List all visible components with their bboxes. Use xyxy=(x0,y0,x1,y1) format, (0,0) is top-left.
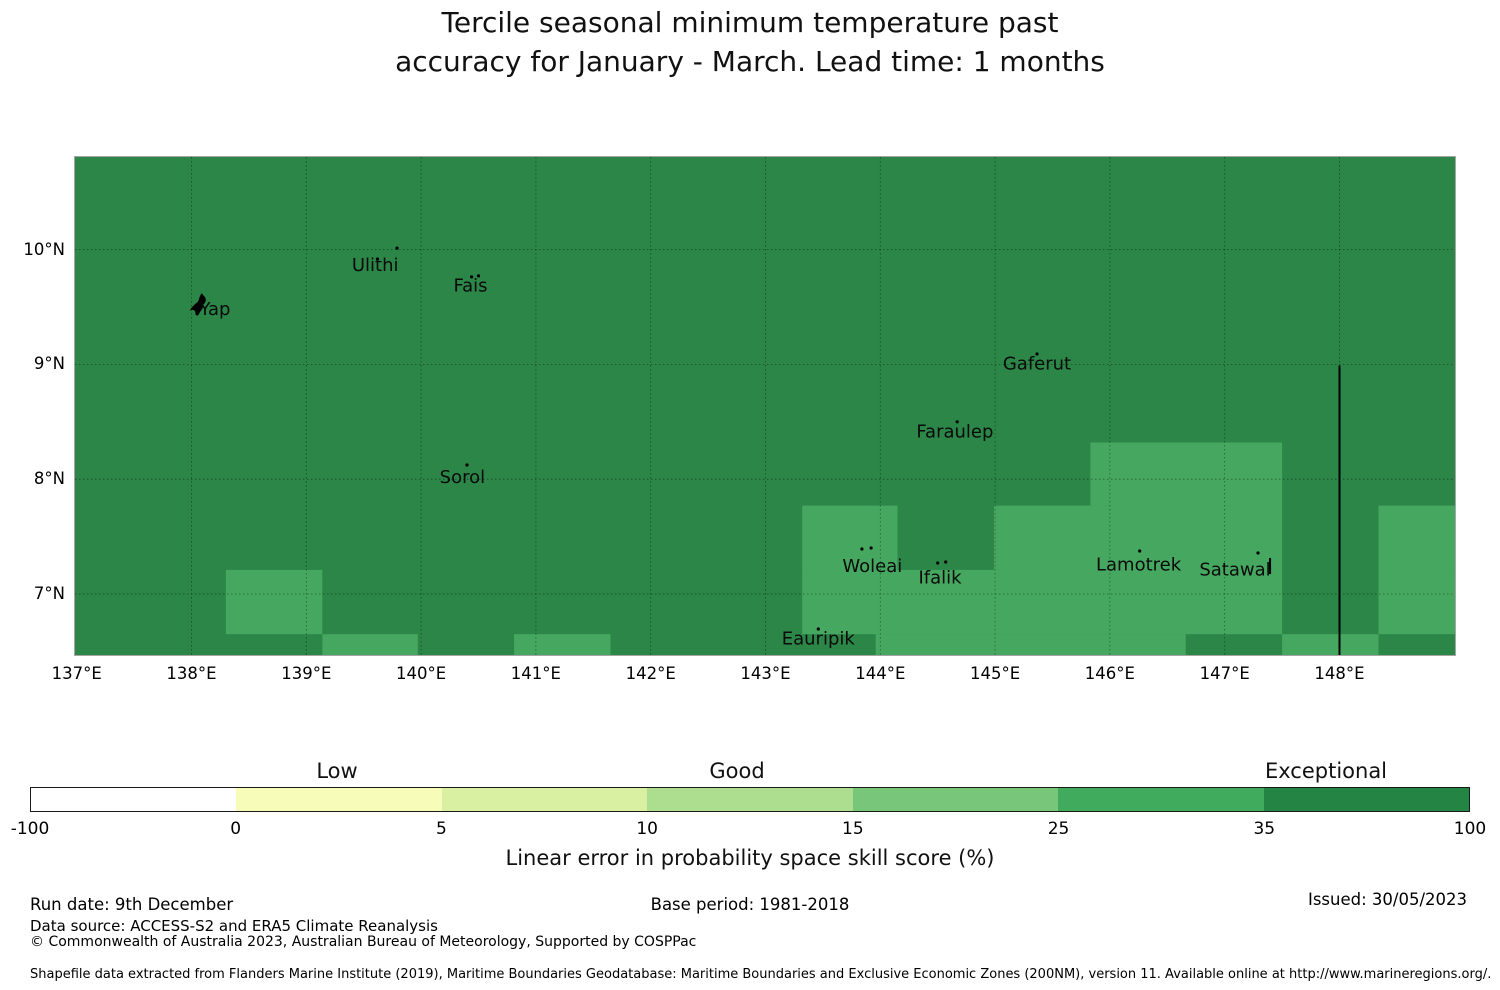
chart-title: Tercile seasonal minimum temperature pas… xyxy=(0,3,1500,81)
colorbar-category-labels: Low Good Exceptional xyxy=(0,758,1500,784)
y-tick-label: 10°N xyxy=(23,239,65,259)
skill-cell-25-35 xyxy=(514,634,611,655)
colorbar-segment xyxy=(1058,788,1264,811)
longitude-axis: 137°E 138°E 139°E 140°E 141°E 142°E 143°E 144°E… xyxy=(0,663,1500,687)
island-label: Sorol xyxy=(440,467,485,488)
x-tick-label: 144°E xyxy=(855,664,906,683)
island-marker-dot xyxy=(1035,352,1039,356)
colorbar-segment xyxy=(31,788,237,811)
chart-title-line1: Tercile seasonal minimum temperature pas… xyxy=(441,6,1059,39)
colorbar-tick-label: 0 xyxy=(230,819,242,839)
latitude-axis: 10°N 9°N 8°N 7°N xyxy=(0,0,70,990)
island-marker-dot xyxy=(860,547,864,551)
x-tick-label: 141°E xyxy=(510,664,561,683)
x-tick-label: 143°E xyxy=(740,664,791,683)
colorbar-segment xyxy=(236,788,442,811)
island-marker-dot xyxy=(476,274,481,278)
island-label: Ulithi xyxy=(352,255,399,276)
island-marker-dot xyxy=(944,560,948,564)
island-label: Gaferut xyxy=(1003,354,1071,375)
x-tick-label: 140°E xyxy=(396,664,447,683)
y-tick-label: 9°N xyxy=(33,354,65,374)
skill-cell-25-35 xyxy=(802,569,1283,635)
island-label: Yap xyxy=(199,299,231,320)
colorbar-category-label: Exceptional xyxy=(1264,759,1388,783)
colorbar-tick-label: 25 xyxy=(1047,819,1070,839)
island-label: Woleai xyxy=(842,556,902,577)
island-marker-dot xyxy=(955,420,959,424)
colorbar-tick-label: 5 xyxy=(436,819,447,839)
colorbar-segment xyxy=(852,788,1059,811)
skill-cell-25-35 xyxy=(1282,634,1379,655)
x-tick-label: 138°E xyxy=(166,664,217,683)
base-period-text: Base period: 1981-2018 xyxy=(650,895,850,914)
island-marker-dot xyxy=(869,546,873,550)
island-marker-dot xyxy=(816,627,820,631)
y-tick-label: 8°N xyxy=(33,469,65,489)
island-marker-dot xyxy=(395,246,399,250)
island-label: Faraulep xyxy=(916,421,993,442)
colorbar-tick-label: 100 xyxy=(1453,819,1487,839)
island-marker-dot xyxy=(1138,549,1142,553)
colorbar-category-label: Good xyxy=(709,759,765,783)
island-marker-dot xyxy=(375,257,380,261)
shapefile-note-text: Shapefile data extracted from Flanders M… xyxy=(30,967,1492,982)
island-label: Ifalik xyxy=(918,567,962,588)
colorbar-tick-label: 10 xyxy=(636,819,658,839)
issued-date-text: Issued: 30/05/2023 xyxy=(1307,890,1467,909)
skill-cell-25-35 xyxy=(1378,505,1455,570)
map-plot-area: Yap Ulithi Fais Sorol Gaferut Faraulep Woleai I… xyxy=(74,156,1456,656)
colorbar-segment xyxy=(1263,788,1469,811)
colorbar xyxy=(30,787,1470,812)
island-marker-dot xyxy=(470,275,474,279)
skill-cell-25-35 xyxy=(322,634,418,655)
data-source-text: Data source: ACCESS-S2 and ERA5 Climate … xyxy=(30,917,438,935)
island-outline-shape xyxy=(189,293,206,316)
skill-cell-25-35 xyxy=(802,505,898,570)
island-label: Lamotrek xyxy=(1096,555,1182,576)
skill-cell-25-35 xyxy=(1090,442,1283,506)
x-tick-label: 139°E xyxy=(281,664,332,683)
x-tick-label: 142°E xyxy=(625,664,676,683)
x-tick-label: 137°E xyxy=(51,664,102,683)
copyright-text: © Commonwealth of Australia 2023, Austra… xyxy=(30,934,697,950)
island-label: Eauripik xyxy=(782,628,856,649)
colorbar-category-label: Low xyxy=(316,759,358,783)
y-tick-label: 7°N xyxy=(33,584,65,603)
colorbar-tick-label: 35 xyxy=(1253,819,1276,839)
island-label: Fais xyxy=(453,276,487,297)
x-tick-label: 146°E xyxy=(1084,664,1135,683)
skill-cell-25-35 xyxy=(225,569,323,635)
skill-cell-25-35 xyxy=(994,505,1283,570)
skill-cell-25-35 xyxy=(1378,569,1455,635)
island-label: Satawal xyxy=(1199,559,1270,580)
island-marker-dot xyxy=(1256,551,1260,555)
colorbar-tick-label: -100 xyxy=(10,819,50,839)
colorbar-segment xyxy=(647,788,853,811)
colorbar-tick-label: 15 xyxy=(842,819,864,839)
run-date-text: Run date: 9th December xyxy=(30,895,234,914)
colorbar-axis-label: Linear error in probability space skill … xyxy=(505,846,995,870)
island-marker-dot xyxy=(465,463,469,467)
x-tick-label: 147°E xyxy=(1199,664,1250,683)
colorbar-tick-labels: -100 0 5 10 15 25 35 100 xyxy=(11,818,1487,840)
x-tick-label: 145°E xyxy=(970,664,1021,683)
x-tick-label: 148°E xyxy=(1314,664,1365,683)
island-marker-dot xyxy=(936,561,940,565)
chart-title-line2: accuracy for January - March. Lead time:… xyxy=(395,45,1105,78)
skill-map: Yap Ulithi Fais Sorol Gaferut Faraulep Woleai I… xyxy=(75,157,1455,655)
colorbar-segment xyxy=(441,788,648,811)
skill-cell-25-35 xyxy=(875,634,1186,655)
